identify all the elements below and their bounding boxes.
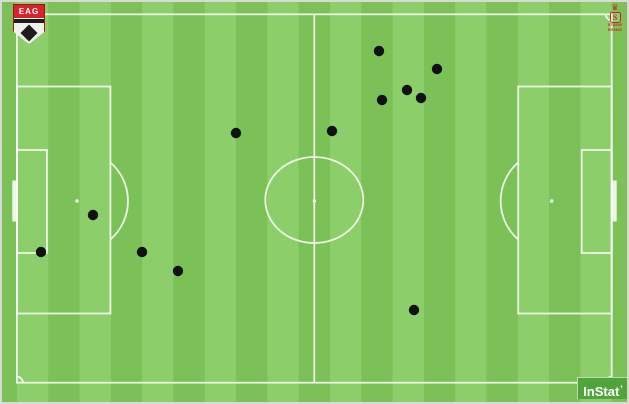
left-penalty-arc: [109, 161, 129, 241]
right-penalty-spot: [550, 199, 554, 203]
away-team-crest: ♛ S STADE REIMS: [603, 4, 627, 36]
event-dot: [230, 127, 242, 139]
center-circle: [264, 156, 365, 244]
left-penalty-spot: [75, 199, 79, 203]
event-dot: [373, 45, 385, 57]
pitch-stripe: [580, 2, 612, 402]
pitch-stripe: [392, 2, 424, 402]
away-team-name-line1: STADE: [607, 22, 623, 27]
event-dot: [326, 125, 338, 137]
pitch-stripe: [329, 2, 362, 402]
event-dot: [401, 84, 413, 96]
center-spot: [312, 199, 316, 203]
crest-banner: [14, 19, 44, 23]
away-team-monogram: S: [609, 12, 621, 23]
pitch-stripe: [267, 2, 299, 402]
pitch-stripes: [16, 2, 612, 402]
pitch-stripe: [142, 2, 174, 402]
event-dots: [35, 45, 443, 316]
event-dot: [87, 209, 99, 221]
home-team-abbr: EAG: [14, 5, 44, 19]
event-dot: [431, 63, 443, 75]
pitch-stripe: [16, 2, 49, 402]
event-dot: [408, 304, 420, 316]
instat-tick-icon: ’: [620, 384, 623, 394]
right-penalty-arc: [499, 161, 519, 241]
crest-emblem-icon: [20, 24, 38, 42]
event-dot: [172, 265, 184, 277]
pitch-stripe: [517, 2, 550, 402]
event-dot: [376, 94, 388, 106]
pitch-stripe: [79, 2, 111, 402]
pitch-stripe: [455, 2, 487, 402]
pitch-stripe: [204, 2, 237, 402]
instat-logo-text: InStat: [583, 384, 620, 399]
event-dot: [415, 92, 427, 104]
right-goal-area: [580, 149, 613, 254]
corner-arc-bottom-left: [16, 375, 24, 383]
event-dot: [35, 246, 47, 258]
left-goal: [12, 180, 17, 222]
instat-logo: InStat’: [577, 377, 627, 399]
pitch-lines: [12, 13, 617, 384]
event-dot: [136, 246, 148, 258]
away-team-name-line2: REIMS: [607, 26, 623, 32]
right-goal: [612, 180, 617, 222]
crown-icon: ♛: [611, 3, 619, 12]
